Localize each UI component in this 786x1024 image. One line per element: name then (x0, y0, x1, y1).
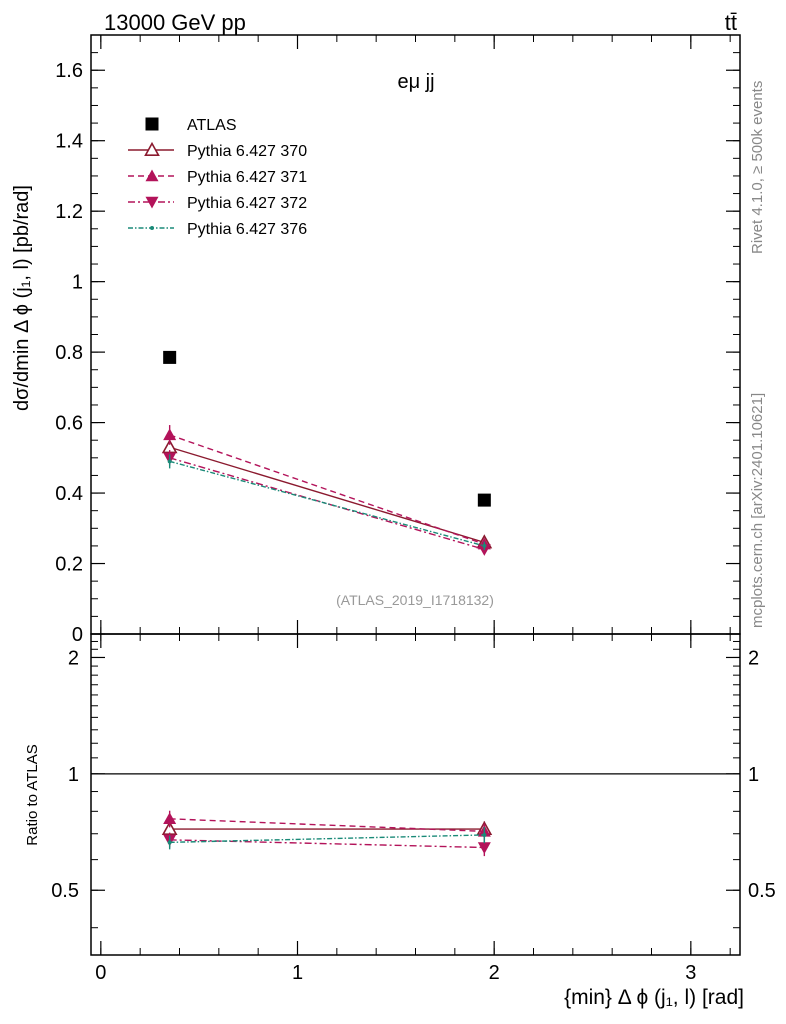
data-point (167, 459, 172, 464)
y-axis-label: dσ/dmin Δ ϕ (j₁, l) [pb/rad] (11, 185, 33, 411)
ratio-tick-label: 2 (68, 647, 79, 669)
x-tick-label: 2 (489, 962, 500, 984)
data-point (477, 493, 491, 507)
data-point (482, 543, 487, 548)
y-tick-label: 0.6 (55, 413, 83, 435)
legend: ATLAS Pythia 6.427 370 Pythia 6.427 371 Pyt… (128, 117, 307, 238)
legend-label: Pythia 6.427 370 (187, 143, 307, 160)
y-tick-label: 0.8 (55, 342, 83, 364)
x-axis-label: {min} Δ ϕ (j₁, l) [rad] (564, 986, 744, 1009)
ratio-tick-label-right: 1 (748, 764, 759, 786)
side-label-top: Rivet 4.1.0, ≥ 500k events (749, 81, 766, 254)
series-3 (163, 450, 491, 857)
ratio-point (167, 840, 172, 845)
series-line (169, 434, 485, 545)
y-tick-label: 1.2 (55, 201, 83, 223)
process-label: tt̄ (725, 10, 737, 35)
data-point (163, 428, 177, 441)
series-2 (163, 425, 491, 840)
y-tick-label: 0 (72, 624, 83, 646)
legend-marker (145, 169, 159, 182)
legend-label: Pythia 6.427 372 (187, 195, 307, 212)
ratio-series-line (169, 839, 485, 849)
x-tick-label: 3 (685, 962, 696, 984)
series-0 (163, 350, 491, 507)
legend-marker (144, 141, 160, 156)
x-tick-label: 0 (95, 962, 106, 984)
panel-label: eμ jj (397, 71, 434, 93)
y-tick-label: 0.2 (55, 554, 83, 576)
data-point (163, 350, 177, 364)
y-tick-label: 1.4 (55, 131, 83, 153)
series-1 (161, 439, 493, 837)
analysis-id-label: (ATLAS_2019_I1718132) (336, 592, 494, 608)
y-tick-label: 0.4 (55, 483, 83, 505)
ratio-point (482, 832, 487, 837)
series-line (169, 460, 485, 547)
series-line (169, 446, 485, 544)
ratio-tick-label-right: 2 (748, 647, 759, 669)
x-tick-label: 1 (292, 962, 303, 984)
legend-marker (145, 117, 159, 131)
energy-label: 13000 GeV pp (104, 10, 246, 35)
y-tick-label: 1.6 (55, 60, 83, 82)
y-tick-label: 1 (72, 272, 83, 294)
legend-marker (145, 196, 159, 209)
legend-label: ATLAS (187, 117, 237, 134)
legend-marker (150, 226, 154, 230)
ratio-tick-label-right: 0.5 (748, 880, 776, 902)
ratio-point (477, 842, 491, 854)
legend-label: Pythia 6.427 371 (187, 169, 307, 186)
series-line (169, 457, 485, 551)
ratio-y-axis-label: Ratio to ATLAS (24, 744, 41, 845)
ratio-tick-label: 0.5 (51, 880, 79, 902)
ratio-tick-label: 1 (68, 764, 79, 786)
side-label-bottom: mcplots.cern.ch [arXiv:2401.10621] (749, 393, 766, 628)
ratio-panel-frame (90, 633, 741, 956)
series-4 (167, 454, 487, 850)
ratio-series-line (169, 818, 485, 833)
ratio-point (163, 812, 177, 825)
legend-label: Pythia 6.427 376 (187, 221, 307, 238)
